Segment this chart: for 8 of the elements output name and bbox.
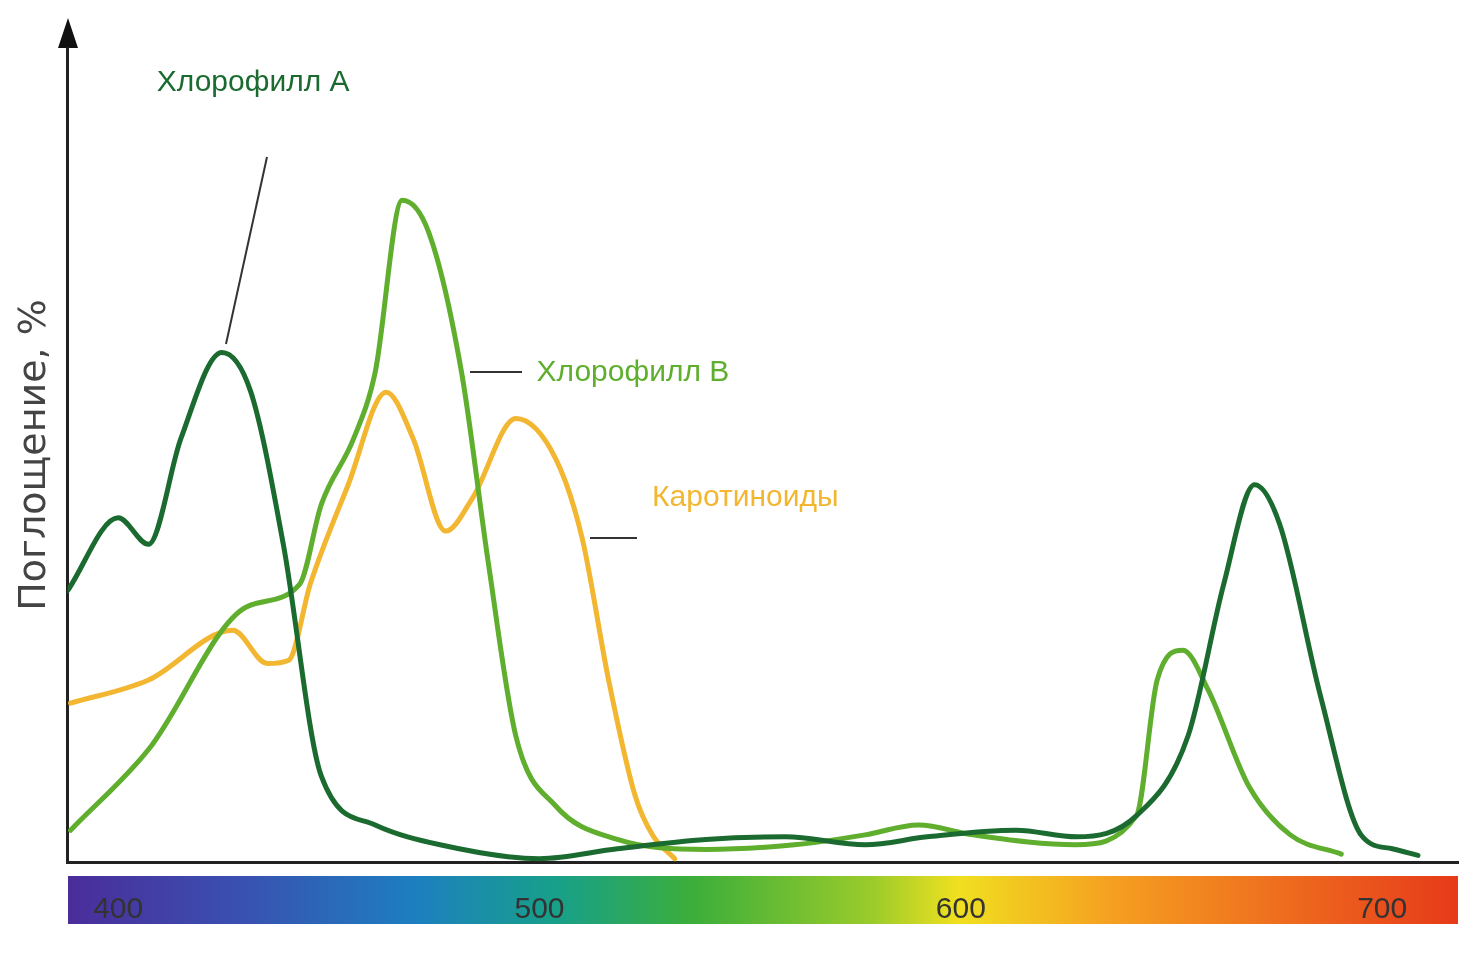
x-tick-label: 600: [935, 891, 986, 925]
x-tick-label: 700: [1357, 891, 1408, 925]
text: Каротиноиды: [652, 478, 839, 512]
x-tick-label: 400: [93, 891, 144, 925]
text: Хлорофилл А: [156, 63, 350, 97]
text: Хлорофилл В: [536, 353, 730, 387]
y-axis-title: Поглощение, %: [9, 299, 54, 611]
x-tick-label: 500: [514, 891, 565, 925]
